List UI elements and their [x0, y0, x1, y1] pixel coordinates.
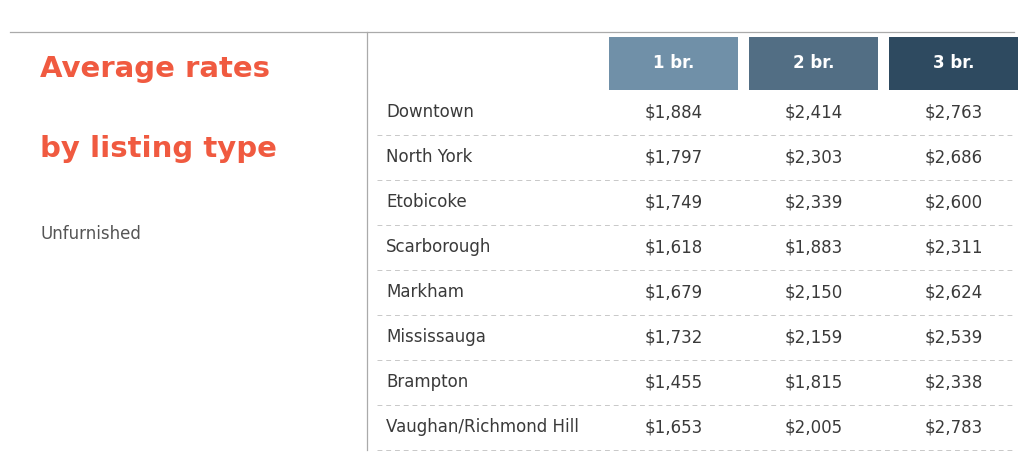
Text: $2,159: $2,159	[784, 328, 843, 346]
Text: $1,815: $1,815	[784, 373, 843, 391]
Text: $1,884: $1,884	[644, 103, 702, 121]
Text: by listing type: by listing type	[40, 135, 278, 163]
Text: $2,686: $2,686	[925, 148, 983, 166]
FancyBboxPatch shape	[890, 37, 1019, 90]
FancyBboxPatch shape	[750, 37, 879, 90]
Text: Markham: Markham	[386, 283, 464, 301]
Text: $2,303: $2,303	[784, 148, 843, 166]
Text: $2,624: $2,624	[925, 283, 983, 301]
Text: $1,455: $1,455	[644, 373, 702, 391]
Text: $2,339: $2,339	[784, 193, 843, 211]
Text: Unfurnished: Unfurnished	[40, 225, 141, 243]
Text: $1,653: $1,653	[644, 418, 702, 437]
Text: Scarborough: Scarborough	[386, 238, 492, 256]
Text: $2,600: $2,600	[925, 193, 983, 211]
Text: $2,338: $2,338	[925, 373, 983, 391]
Text: Etobicoke: Etobicoke	[386, 193, 467, 211]
Text: North York: North York	[386, 148, 473, 166]
Text: Downtown: Downtown	[386, 103, 474, 121]
Text: Mississauga: Mississauga	[386, 328, 486, 346]
Text: $2,311: $2,311	[925, 238, 983, 256]
Text: $2,414: $2,414	[784, 103, 843, 121]
Text: 2 br.: 2 br.	[793, 54, 835, 72]
Text: 3 br.: 3 br.	[933, 54, 975, 72]
Text: $2,539: $2,539	[925, 328, 983, 346]
Text: $1,797: $1,797	[644, 148, 702, 166]
Text: Average rates: Average rates	[40, 55, 270, 83]
FancyBboxPatch shape	[609, 37, 738, 90]
Text: $2,763: $2,763	[925, 103, 983, 121]
Text: $1,618: $1,618	[644, 238, 702, 256]
Text: 1 br.: 1 br.	[652, 54, 694, 72]
Text: $2,150: $2,150	[784, 283, 843, 301]
Text: $1,883: $1,883	[784, 238, 843, 256]
Text: Vaughan/Richmond Hill: Vaughan/Richmond Hill	[386, 418, 580, 437]
Text: $1,679: $1,679	[644, 283, 702, 301]
Text: Brampton: Brampton	[386, 373, 469, 391]
Text: $1,749: $1,749	[644, 193, 702, 211]
Text: $2,005: $2,005	[784, 418, 843, 437]
Text: $2,783: $2,783	[925, 418, 983, 437]
Text: $1,732: $1,732	[644, 328, 702, 346]
